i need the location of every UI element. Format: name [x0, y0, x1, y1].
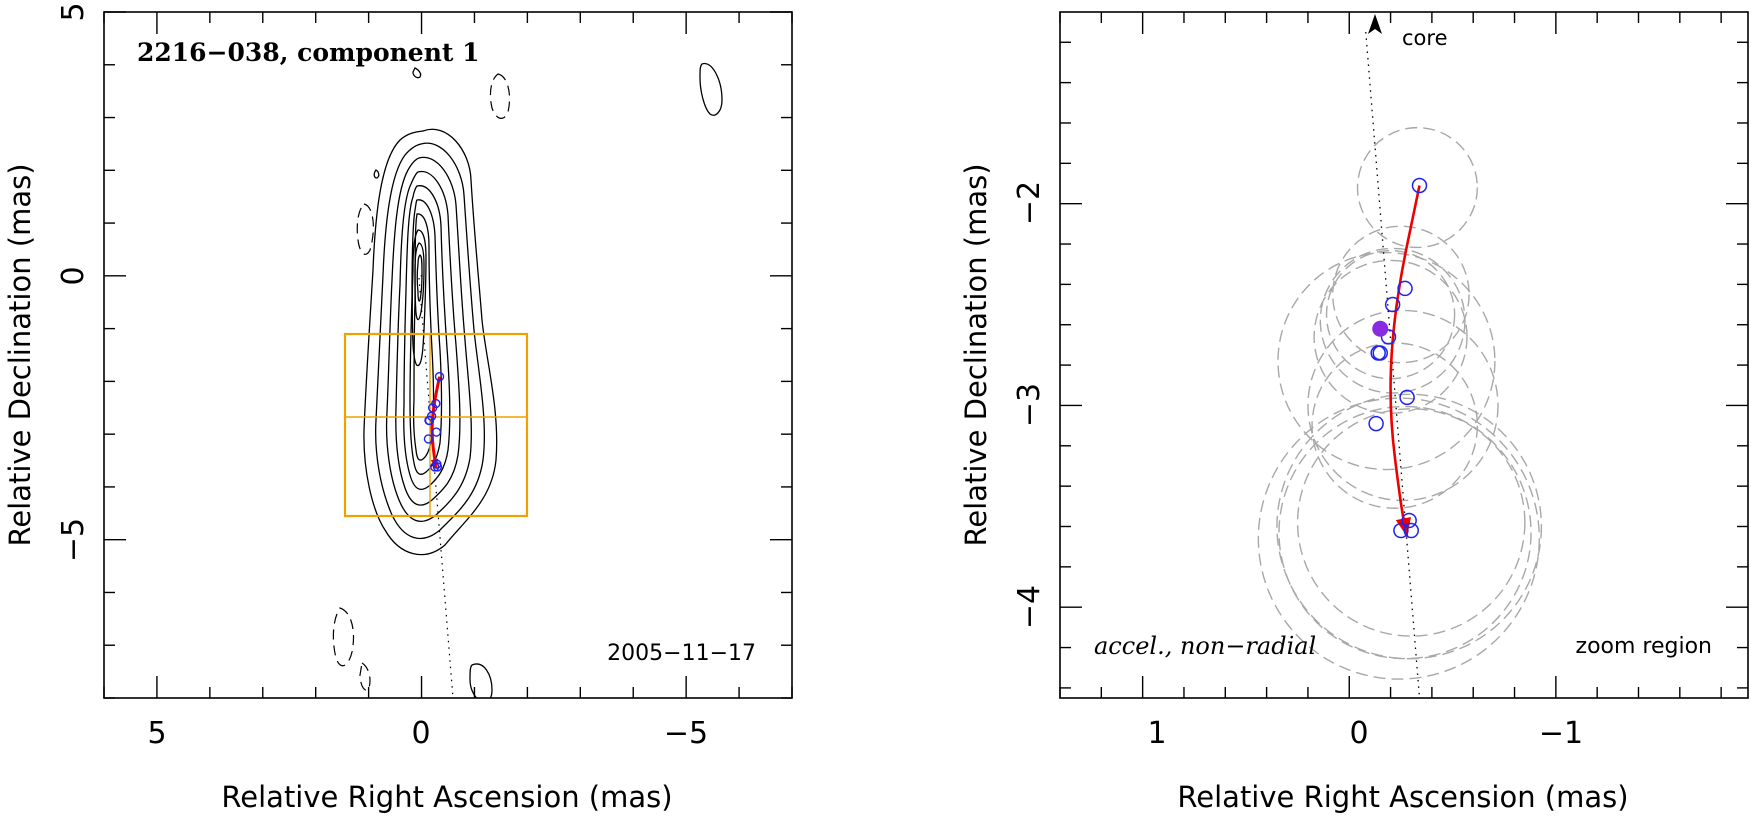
right-x-tick-label-1: 1 — [1147, 716, 1166, 751]
right-plot-frame — [1059, 11, 1749, 699]
left-ticks — [103, 11, 793, 699]
left-y-tick-label-neg5: −5 — [56, 518, 91, 562]
left-panel: 5 0 −5 5 0 −5 Relative Right Ascension (… — [3, 2, 793, 814]
core-marker — [420, 274, 423, 277]
component-marker — [434, 371, 445, 382]
right-panel: 1 0 −1 −2 −3 −4 Relative Right Ascension… — [959, 11, 1749, 814]
component-marker — [1368, 415, 1384, 432]
core-direction-line-zoom — [1365, 31, 1421, 699]
component-size-circle — [1278, 405, 1532, 660]
component-size-circle — [1332, 225, 1470, 364]
left-x-tick-label-0: 0 — [411, 716, 430, 751]
right-x-tick-label-neg1: −1 — [1539, 716, 1583, 751]
component-size-circles — [1257, 126, 1543, 680]
left-y-tick-label-5: 5 — [56, 2, 91, 21]
core-label: core — [1402, 26, 1448, 50]
component-size-circle — [1276, 393, 1543, 660]
zoom-region-label: zoom region — [1576, 634, 1712, 659]
negative-contours — [332, 73, 511, 691]
component-marker — [1403, 522, 1419, 539]
component-marker — [1393, 522, 1409, 539]
component-size-circle — [1319, 247, 1466, 394]
component-size-circle — [1257, 397, 1541, 680]
zoom-region-box — [343, 332, 529, 518]
right-ticks — [1059, 12, 1748, 698]
component-size-circle — [1311, 342, 1479, 509]
kinematics-annotation: accel., non−radial — [1094, 632, 1316, 660]
component-marker — [1384, 296, 1401, 313]
left-epoch-date-label: 2005−11−17 — [607, 641, 756, 666]
component-marker — [424, 415, 434, 426]
left-x-tick-label-5: 5 — [147, 716, 166, 751]
left-plot-frame — [103, 11, 793, 699]
right-y-axis-label: Relative Declination (mas) — [959, 163, 993, 546]
left-y-tick-label-0: 0 — [56, 266, 91, 285]
contour-map — [363, 62, 723, 698]
right-x-tick-label-0: 0 — [1349, 716, 1368, 751]
left-x-tick-label-neg5: −5 — [664, 716, 708, 751]
component-size-circle — [1356, 126, 1479, 249]
reference-epoch-marker — [1372, 320, 1389, 337]
component-marker — [1399, 389, 1415, 406]
left-y-axis-label: Relative Declination (mas) — [3, 163, 37, 546]
right-data-marks — [1368, 177, 1428, 539]
component-marker — [1370, 345, 1386, 361]
component-marker — [431, 427, 442, 437]
core-direction-line — [418, 277, 454, 699]
component-marker — [1401, 512, 1417, 529]
component-marker — [1380, 329, 1397, 345]
left-data-marks — [420, 274, 445, 472]
trajectory-line — [1389, 185, 1421, 537]
right-y-tick-label-neg2: −2 — [1012, 181, 1047, 225]
left-plot-title: 2216−038, component 1 — [137, 38, 480, 67]
right-y-tick-label-neg3: −3 — [1012, 383, 1047, 427]
component-size-circle — [1307, 309, 1499, 502]
core-arrow-head — [1368, 14, 1382, 34]
right-y-tick-label-neg4: −4 — [1012, 585, 1047, 629]
component-marker — [432, 462, 443, 472]
component-marker — [423, 434, 434, 444]
component-marker — [1411, 177, 1428, 194]
component-size-circle — [1277, 251, 1496, 471]
component-size-circle — [1296, 408, 1526, 637]
component-marker — [1397, 280, 1413, 297]
right-x-axis-label: Relative Right Ascension (mas) — [1177, 780, 1628, 814]
component-marker — [430, 462, 440, 472]
left-x-axis-label: Relative Right Ascension (mas) — [221, 780, 672, 814]
